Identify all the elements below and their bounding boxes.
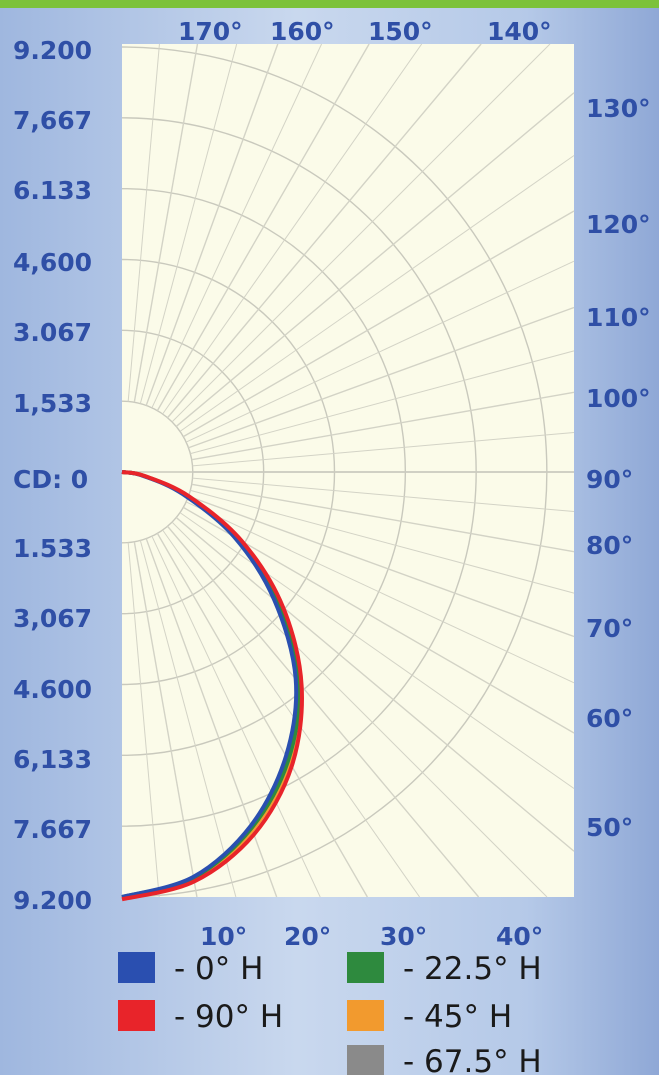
grid-spoke [156,532,368,898]
radial-scale-label: 9.200 [13,886,92,915]
grid-spoke [192,431,575,467]
grid-spoke [133,43,199,403]
radial-scale-label: 3.067 [13,318,92,347]
radial-scale-label: 4.600 [13,675,92,704]
angle-label-right: 110° [586,303,651,332]
grid-spoke [175,516,575,852]
grid-spoke [182,210,575,438]
angle-label-top: 150° [368,17,433,46]
grid-spoke [151,535,321,898]
grid-spoke [162,43,423,415]
angle-label-top: 160° [270,17,335,46]
legend-swatch [347,1045,384,1075]
radial-scale-label: 6.133 [13,176,92,205]
angle-label-right: 50° [586,813,633,842]
grid-spoke [127,542,160,898]
legend-label: - 90° H [174,999,283,1035]
angle-label-right: 90° [586,465,633,494]
grid-spoke [185,501,575,684]
grid-spoke [127,43,160,402]
grid-spoke [191,483,575,553]
legend-label: - 67.5° H [403,1044,542,1075]
grid-spoke [188,306,575,449]
grid-spoke [185,260,575,443]
grid-spoke [156,43,370,412]
grid-spoke [145,538,278,898]
radial-scale-label: 6,133 [13,745,92,774]
grid-spoke [171,521,548,898]
plot-area [122,44,574,897]
angle-label-right: 80° [586,531,633,560]
legend-label: - 0° H [174,951,263,987]
grid-spoke [182,506,575,734]
angle-label-bottom: 40° [496,922,543,951]
angle-labels: 170° 160° 150° 140° 130° 120° 110° 100° 90° 80° 70… [178,17,651,951]
legend-label: - 22.5° H [403,951,542,987]
radial-scale-label: 7,667 [13,106,92,135]
legend-swatch [118,1000,155,1031]
grid-spoke [190,489,575,594]
grid-spoke [139,540,237,898]
angle-label-top: 170° [178,17,243,46]
grid-spoke [162,529,420,898]
grid-spoke [166,43,482,419]
legend-swatch [347,952,384,983]
grid-spoke [139,43,238,404]
angle-label-bottom: 10° [200,922,247,951]
grid-spoke [166,525,480,898]
angle-label-right: 70° [586,614,633,643]
angle-label-top: 140° [487,17,552,46]
radial-scale-labels: 9.200 7,667 6.133 4,600 3.067 1,533 CD: 0 1.533… [13,36,92,915]
angle-label-bottom: 20° [284,922,331,951]
radial-scale-label: CD: 0 [13,465,88,494]
grid-spoke [188,495,575,638]
grid-spoke [192,477,575,513]
angle-label-right: 120° [586,210,651,239]
radial-scale-label: 1.533 [13,534,92,563]
radial-scale-label: 1,533 [13,389,92,418]
top-accent-strip [0,0,659,8]
grid-spoke [191,391,575,461]
angle-label-bottom: 30° [380,922,427,951]
legend-label: - 45° H [403,999,512,1035]
grid-spoke [151,43,323,409]
grid-spoke [190,350,575,455]
grid-spoke [179,512,575,789]
legend: - 0° H - 22.5° H - 90° H - 45° H - 67.5° H [118,951,542,1075]
grid-spoke [145,43,279,406]
legend-swatch [347,1000,384,1031]
angle-label-right: 130° [586,94,651,123]
radial-scale-label: 9.200 [13,36,92,65]
angle-label-right: 60° [586,704,633,733]
radial-scale-label: 3,067 [13,604,92,633]
grid-spoke [171,43,551,423]
series-line-1 [121,470,304,902]
polar-grid [121,43,575,898]
grid-spoke [175,92,575,428]
grid-spoke [179,155,575,432]
angle-label-right: 100° [586,384,651,413]
radial-scale-label: 4,600 [13,248,92,277]
radial-scale-label: 7.667 [13,815,92,844]
legend-swatch [118,952,155,983]
intensity-curves [121,470,304,902]
grid-spoke [133,541,198,898]
